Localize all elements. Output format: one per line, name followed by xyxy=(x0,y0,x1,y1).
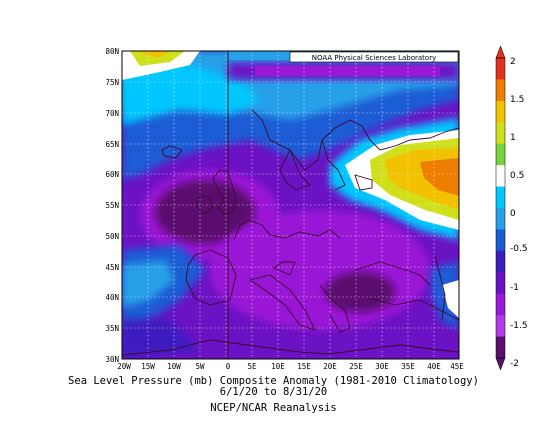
lat-label: 65N xyxy=(105,140,119,149)
lon-label: 5E xyxy=(247,362,257,371)
lon-label: 15W xyxy=(141,362,155,371)
lon-label: 15E xyxy=(297,362,311,371)
colorbar-segment xyxy=(496,122,505,145)
lon-label: 40E xyxy=(427,362,441,371)
colorbar-label: -2 xyxy=(510,359,519,369)
colorbar-segment xyxy=(496,272,505,295)
colorbar-label: 1 xyxy=(510,133,516,143)
lat-label: 40N xyxy=(105,293,119,302)
colorbar-segment xyxy=(496,58,505,80)
colorbar-segment xyxy=(496,229,505,252)
colorbar-label: -0.5 xyxy=(510,244,528,254)
lon-label: 5W xyxy=(195,362,205,371)
lat-axis: 80N 75N 70N 65N 60N 55N 50N 45N 40N 35N … xyxy=(105,47,119,364)
lon-label: 20W xyxy=(117,362,131,371)
lat-label: 75N xyxy=(105,78,119,87)
colorbar-label: -1 xyxy=(510,283,519,293)
lon-label: 35E xyxy=(401,362,415,371)
lon-label: 0 xyxy=(226,362,231,371)
lat-label: 50N xyxy=(105,232,119,241)
colorbar-segment xyxy=(496,293,505,316)
lon-label: 45E xyxy=(450,362,464,371)
lat-label: 30N xyxy=(105,355,119,364)
data-source: NCEP/NCAR Reanalysis xyxy=(210,402,337,414)
colorbar-segment xyxy=(496,336,505,359)
colorbar-segment xyxy=(496,208,505,230)
colorbar-segment xyxy=(496,100,505,123)
colorbar-segment xyxy=(496,186,505,209)
colorbar-label: 0 xyxy=(510,209,516,219)
lat-label: 80N xyxy=(105,47,119,56)
colorbar-label: 1.5 xyxy=(510,95,524,105)
colorbar-segment xyxy=(496,79,505,102)
lon-axis: 20W 15W 10W 5W 0 5E 10E 15E 20E 25E 30E … xyxy=(117,362,464,371)
map-frame xyxy=(121,50,460,360)
lat-label: 45N xyxy=(105,263,119,272)
colorbar-segment xyxy=(496,165,505,188)
credit-text: NOAA Physical Sciences Laboratory xyxy=(312,54,436,62)
lat-label: 55N xyxy=(105,201,119,210)
lon-label: 20E xyxy=(323,362,337,371)
coastlines xyxy=(122,51,459,359)
lat-label: 70N xyxy=(105,109,119,118)
colorbar-frame xyxy=(495,57,506,359)
lon-label: 10W xyxy=(167,362,181,371)
colorbar-labels: 2 1.5 1 0.5 0 -0.5 -1 -1.5 -2 xyxy=(510,57,528,369)
colorbar-segment xyxy=(496,315,505,338)
anomaly-field xyxy=(122,51,459,359)
colorbar-label: 2 xyxy=(510,57,516,67)
lon-label: 25E xyxy=(349,362,363,371)
colorbar-segment xyxy=(496,143,505,166)
lat-label: 35N xyxy=(105,324,119,333)
gridlines xyxy=(122,51,459,359)
colorbar-max-arrow xyxy=(495,45,506,59)
colorbar-min-arrow xyxy=(495,357,506,371)
colorbar xyxy=(495,45,506,371)
lon-label: 10E xyxy=(271,362,285,371)
colorbar-segment xyxy=(496,250,505,273)
colorbar-label: -1.5 xyxy=(510,321,528,331)
figure-title: Sea Level Pressure (mb) Composite Anomal… xyxy=(68,375,479,387)
lon-label: 30E xyxy=(375,362,389,371)
lat-label: 60N xyxy=(105,170,119,179)
date-range: 6/1/20 to 8/31/20 xyxy=(219,386,328,398)
colorbar-label: 0.5 xyxy=(510,171,524,181)
